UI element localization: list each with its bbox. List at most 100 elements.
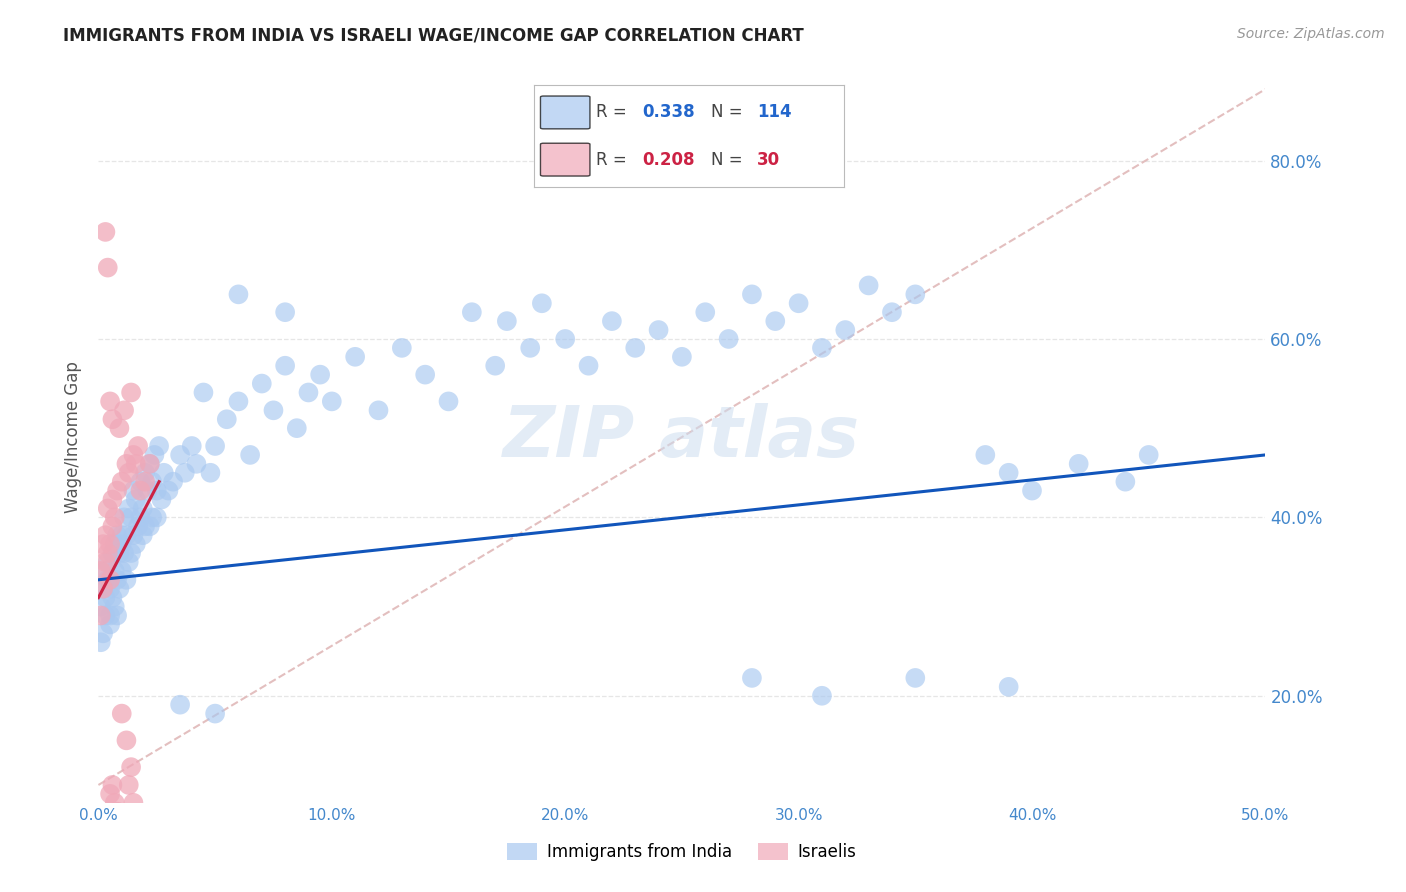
Point xyxy=(108,546,131,560)
Point xyxy=(98,582,121,596)
Point xyxy=(91,582,114,596)
Point xyxy=(111,706,134,721)
Point xyxy=(717,332,740,346)
Point xyxy=(496,314,519,328)
Text: 114: 114 xyxy=(756,103,792,121)
Point xyxy=(129,475,152,489)
Point xyxy=(150,492,173,507)
Point xyxy=(129,510,152,524)
Point xyxy=(484,359,506,373)
Point xyxy=(262,403,284,417)
Point xyxy=(741,671,763,685)
Point xyxy=(105,608,128,623)
Point xyxy=(200,466,222,480)
Point xyxy=(519,341,541,355)
Point xyxy=(204,439,226,453)
Point xyxy=(108,582,131,596)
FancyBboxPatch shape xyxy=(540,144,591,176)
Point xyxy=(98,617,121,632)
Point xyxy=(120,760,142,774)
Point xyxy=(98,787,121,801)
Point xyxy=(811,689,834,703)
Point xyxy=(91,582,114,596)
Text: ZIP atlas: ZIP atlas xyxy=(503,402,860,472)
Point xyxy=(115,457,138,471)
Point xyxy=(215,412,238,426)
Point xyxy=(134,519,156,533)
Point xyxy=(98,573,121,587)
Point xyxy=(695,305,717,319)
Point xyxy=(111,475,134,489)
Point xyxy=(98,608,121,623)
Point xyxy=(94,225,117,239)
Point xyxy=(104,796,127,810)
Point xyxy=(101,591,124,605)
Point xyxy=(344,350,367,364)
Point xyxy=(997,466,1019,480)
Text: 0.338: 0.338 xyxy=(643,103,695,121)
Point xyxy=(162,475,184,489)
Point xyxy=(132,528,155,542)
Legend: Immigrants from India, Israelis: Immigrants from India, Israelis xyxy=(501,836,863,868)
Point xyxy=(141,475,163,489)
Point xyxy=(139,457,162,471)
Point xyxy=(1114,475,1136,489)
Point xyxy=(120,546,142,560)
Point xyxy=(741,287,763,301)
Point xyxy=(112,510,135,524)
Point xyxy=(169,448,191,462)
Point xyxy=(367,403,389,417)
Point xyxy=(997,680,1019,694)
FancyBboxPatch shape xyxy=(540,96,591,128)
Point xyxy=(104,599,127,614)
Point xyxy=(239,448,262,462)
Text: 0.208: 0.208 xyxy=(643,151,695,169)
Point xyxy=(98,537,121,551)
Point xyxy=(146,510,169,524)
Point xyxy=(834,323,856,337)
Point xyxy=(858,278,880,293)
Point xyxy=(94,564,117,578)
Point xyxy=(136,483,159,498)
Point xyxy=(98,394,121,409)
Point xyxy=(787,296,810,310)
Point xyxy=(250,376,273,391)
Point xyxy=(173,466,195,480)
Point xyxy=(90,608,112,623)
Point xyxy=(105,528,128,542)
Point xyxy=(274,305,297,319)
Point xyxy=(94,555,117,569)
Point xyxy=(91,626,114,640)
Point xyxy=(97,260,120,275)
Point xyxy=(143,448,166,462)
Point xyxy=(1021,483,1043,498)
Point xyxy=(111,528,134,542)
Point xyxy=(90,635,112,649)
Point xyxy=(125,537,148,551)
Point xyxy=(228,394,250,409)
Point xyxy=(297,385,319,400)
Point xyxy=(321,394,343,409)
Text: Source: ZipAtlas.com: Source: ZipAtlas.com xyxy=(1237,27,1385,41)
Point xyxy=(228,287,250,301)
Point xyxy=(125,457,148,471)
Point xyxy=(904,671,927,685)
Point xyxy=(204,706,226,721)
Point xyxy=(115,733,138,747)
Point xyxy=(104,564,127,578)
Point xyxy=(671,350,693,364)
Point xyxy=(122,448,145,462)
Point xyxy=(101,546,124,560)
Point xyxy=(624,341,647,355)
Point xyxy=(91,537,114,551)
Point xyxy=(309,368,332,382)
Text: R =: R = xyxy=(596,151,633,169)
Point xyxy=(554,332,576,346)
Point xyxy=(122,796,145,810)
Point xyxy=(413,368,436,382)
Point xyxy=(169,698,191,712)
Point xyxy=(120,385,142,400)
Point xyxy=(101,412,124,426)
Point xyxy=(530,296,553,310)
Point xyxy=(118,778,141,792)
